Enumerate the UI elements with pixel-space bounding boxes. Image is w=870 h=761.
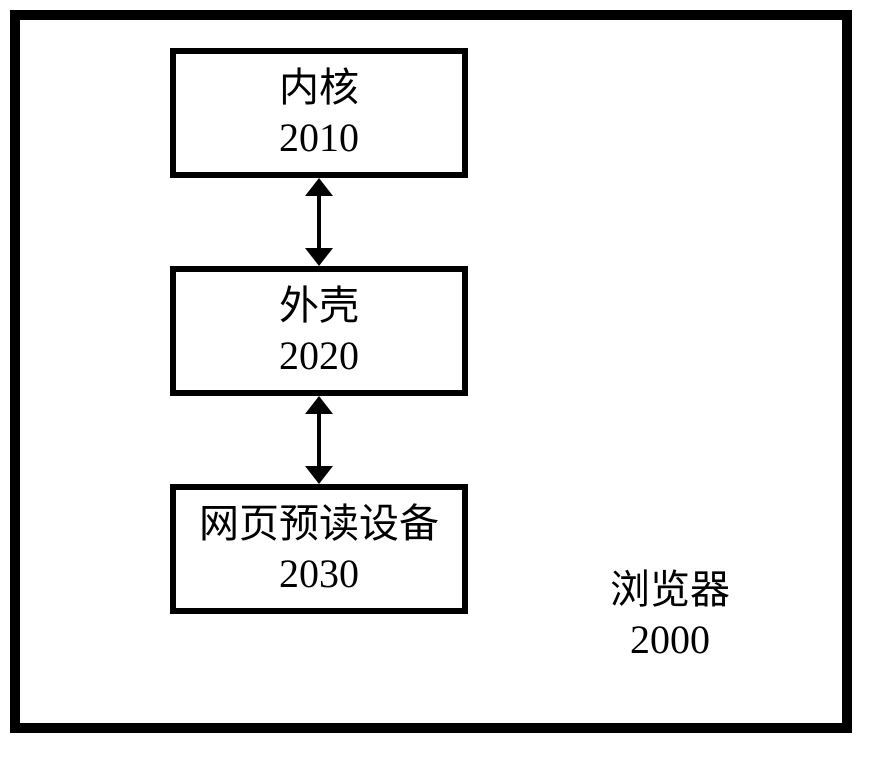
kernel-number: 2010 [279,113,359,163]
browser-label-title: 浏览器 [610,565,730,615]
shell-title: 外壳 [279,281,359,331]
arrow-kernel-shell [303,177,335,267]
arrow-shell-device [303,395,335,485]
device-number: 2030 [279,549,359,599]
shell-box: 外壳 2020 [170,266,468,396]
kernel-title: 内核 [279,63,359,113]
kernel-box: 内核 2010 [170,48,468,178]
browser-label: 浏览器 2000 [610,565,730,665]
diagram-container: 内核 2010 外壳 2020 网页预读设备 2030 浏览器 2000 [10,10,852,733]
device-box: 网页预读设备 2030 [170,484,468,614]
shell-number: 2020 [279,331,359,381]
browser-label-number: 2000 [610,615,730,665]
device-title: 网页预读设备 [199,499,439,549]
